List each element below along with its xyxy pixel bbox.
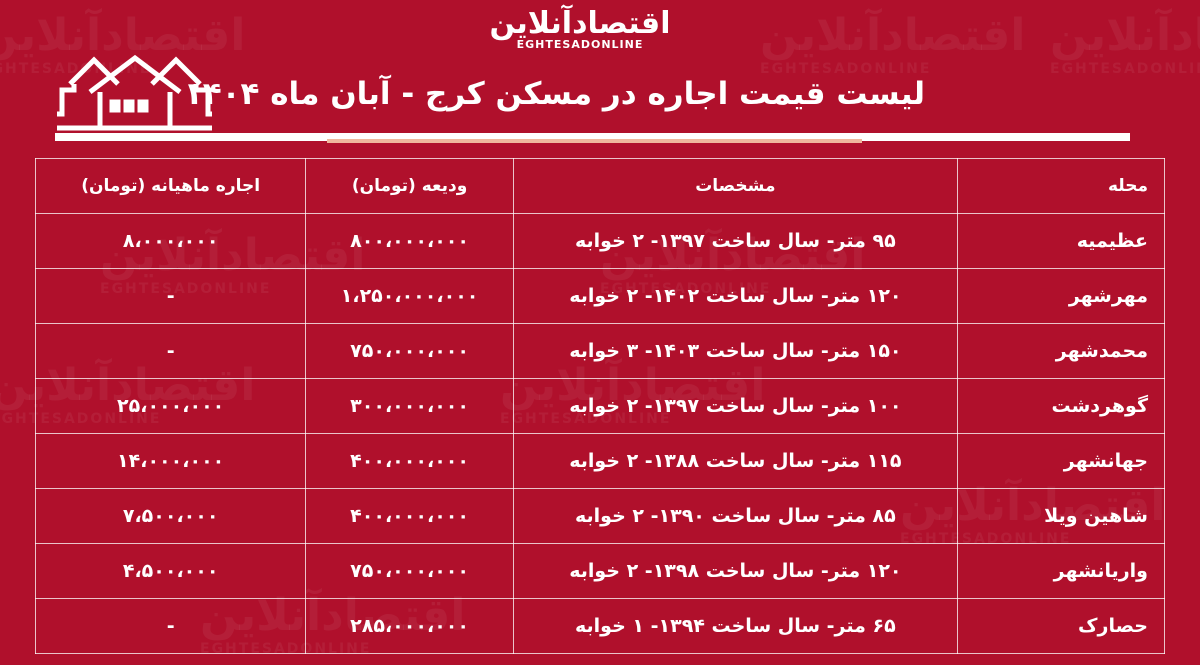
- cell-deposit: ۴۰۰،۰۰۰،۰۰۰: [305, 433, 514, 489]
- cell-neighborhood: شاهین ویلا: [956, 488, 1166, 544]
- cell-neighborhood: واریانشهر: [956, 543, 1166, 599]
- divider-accent: [327, 139, 862, 143]
- cell-deposit: ۸۰۰،۰۰۰،۰۰۰: [305, 213, 514, 269]
- table-row: شاهین ویلا ۸۵ متر- سال ساخت ۱۳۹۰- ۲ خوابه…: [34, 488, 1166, 544]
- houses-icon: [57, 54, 212, 131]
- cell-monthly-rent: ۷،۵۰۰،۰۰۰: [34, 488, 307, 544]
- cell-specs: ۱۲۰ متر- سال ساخت ۱۴۰۲- ۲ خوابه: [512, 268, 958, 324]
- cell-monthly-rent: ۴،۵۰۰،۰۰۰: [34, 543, 307, 599]
- page-title: لیست قیمت اجاره در مسکن کرج - آبان ماه ۱…: [183, 76, 925, 112]
- cell-deposit: ۷۵۰،۰۰۰،۰۰۰: [305, 543, 514, 599]
- cell-specs: ۶۵ متر- سال ساخت ۱۳۹۴- ۱ خوابه: [512, 598, 958, 654]
- header-monthly-rent: اجاره ماهیانه (تومان): [34, 158, 307, 214]
- cell-specs: ۱۲۰ متر- سال ساخت ۱۳۹۸- ۲ خوابه: [512, 543, 958, 599]
- cell-neighborhood: عظیمیه: [956, 213, 1166, 269]
- table-row: مهرشهر ۱۲۰ متر- سال ساخت ۱۴۰۲- ۲ خوابه ۱،۲…: [34, 268, 1166, 324]
- rent-price-table: محله مشخصات ودیعه (تومان) اجاره ماهیانه …: [34, 158, 1166, 654]
- table-row: واریانشهر ۱۲۰ متر- سال ساخت ۱۳۹۸- ۲ خوابه…: [34, 543, 1166, 599]
- cell-monthly-rent: ۸،۰۰۰،۰۰۰: [34, 213, 307, 269]
- cell-specs: ۱۱۵ متر- سال ساخت ۱۳۸۸- ۲ خوابه: [512, 433, 958, 489]
- cell-deposit: ۴۰۰،۰۰۰،۰۰۰: [305, 488, 514, 544]
- table-row: گوهردشت ۱۰۰ متر- سال ساخت ۱۳۹۷- ۲ خوابه ۳۰…: [34, 378, 1166, 434]
- cell-monthly-rent: -: [34, 323, 307, 379]
- cell-deposit: ۱،۲۵۰،۰۰۰،۰۰۰: [305, 268, 514, 324]
- cell-specs: ۱۵۰ متر- سال ساخت ۱۴۰۳- ۳ خوابه: [512, 323, 958, 379]
- cell-neighborhood: حصارک: [956, 598, 1166, 654]
- cell-neighborhood: مهرشهر: [956, 268, 1166, 324]
- cell-specs: ۱۰۰ متر- سال ساخت ۱۳۹۷- ۲ خوابه: [512, 378, 958, 434]
- cell-neighborhood: محمدشهر: [956, 323, 1166, 379]
- header-specs: مشخصات: [512, 158, 958, 214]
- cell-monthly-rent: -: [34, 268, 307, 324]
- table-header-row: محله مشخصات ودیعه (تومان) اجاره ماهیانه …: [34, 158, 1166, 214]
- logo-en: EGHTESADONLINE: [516, 38, 644, 51]
- cell-deposit: ۳۰۰،۰۰۰،۰۰۰: [305, 378, 514, 434]
- header-deposit: ودیعه (تومان): [305, 158, 514, 214]
- table-row: محمدشهر ۱۵۰ متر- سال ساخت ۱۴۰۳- ۳ خوابه ۷۵…: [34, 323, 1166, 379]
- cell-deposit: ۲۸۵،۰۰۰،۰۰۰: [305, 598, 514, 654]
- logo-fa: اقتصادآنلاین: [489, 6, 671, 41]
- header-neighborhood: محله: [956, 158, 1166, 214]
- cell-deposit: ۷۵۰،۰۰۰،۰۰۰: [305, 323, 514, 379]
- table-row: عظیمیه ۹۵ متر- سال ساخت ۱۳۹۷- ۲ خوابه ۸۰۰،…: [34, 213, 1166, 269]
- brand-logo: اقتصادآنلاین EGHTESADONLINE: [480, 4, 680, 62]
- cell-specs: ۸۵ متر- سال ساخت ۱۳۹۰- ۲ خوابه: [512, 488, 958, 544]
- cell-specs: ۹۵ متر- سال ساخت ۱۳۹۷- ۲ خوابه: [512, 213, 958, 269]
- title-divider: [55, 133, 1130, 143]
- cell-monthly-rent: -: [34, 598, 307, 654]
- cell-monthly-rent: ۲۵،۰۰۰،۰۰۰: [34, 378, 307, 434]
- table-row: جهانشهر ۱۱۵ متر- سال ساخت ۱۳۸۸- ۲ خوابه ۴۰…: [34, 433, 1166, 489]
- cell-neighborhood: جهانشهر: [956, 433, 1166, 489]
- cell-monthly-rent: ۱۴،۰۰۰،۰۰۰: [34, 433, 307, 489]
- table-row: حصارک ۶۵ متر- سال ساخت ۱۳۹۴- ۱ خوابه ۲۸۵،۰…: [34, 598, 1166, 654]
- cell-neighborhood: گوهردشت: [956, 378, 1166, 434]
